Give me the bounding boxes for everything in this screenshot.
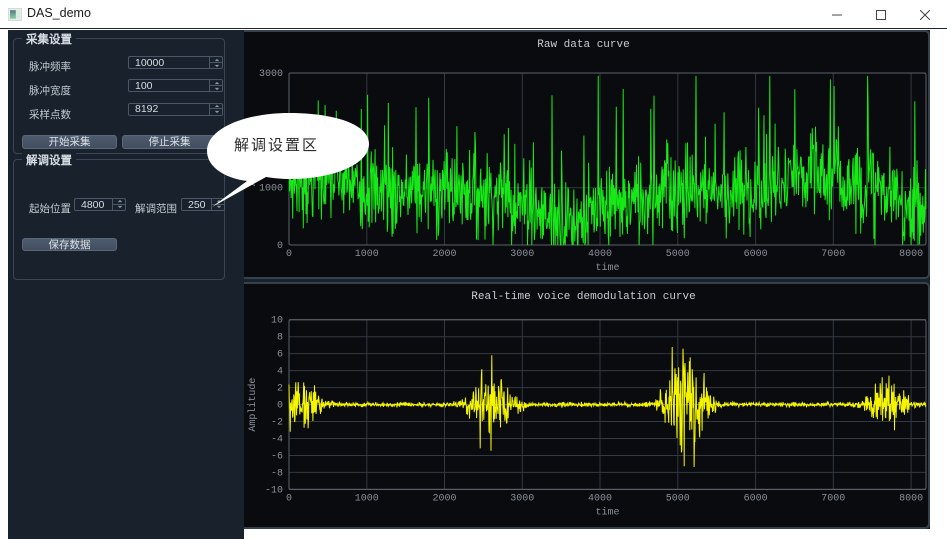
svg-text:Amplitude: Amplitude: [247, 378, 259, 432]
svg-text:2000: 2000: [432, 493, 456, 504]
svg-text:1000: 1000: [355, 249, 379, 260]
svg-text:4000: 4000: [588, 249, 612, 260]
svg-text:2000: 2000: [432, 249, 456, 260]
svg-text:time: time: [595, 262, 619, 274]
svg-text:2: 2: [277, 384, 283, 395]
svg-text:-8: -8: [271, 468, 283, 479]
svg-text:10: 10: [271, 316, 283, 327]
svg-text:4: 4: [277, 367, 283, 378]
svg-text:7000: 7000: [821, 493, 845, 504]
svg-text:5000: 5000: [666, 249, 690, 260]
svg-text:-6: -6: [271, 452, 283, 463]
svg-text:time: time: [595, 506, 619, 518]
svg-text:0: 0: [286, 493, 292, 504]
svg-text:8: 8: [277, 333, 283, 344]
svg-text:3000: 3000: [510, 493, 534, 504]
svg-text:1000: 1000: [355, 493, 379, 504]
svg-text:-4: -4: [271, 435, 283, 446]
svg-text:5000: 5000: [666, 493, 690, 504]
svg-text:8000: 8000: [899, 493, 923, 504]
svg-text:6000: 6000: [744, 493, 768, 504]
svg-text:3000: 3000: [510, 249, 534, 260]
svg-text:7000: 7000: [821, 249, 845, 260]
svg-text:-10: -10: [265, 485, 283, 496]
svg-text:8000: 8000: [899, 249, 923, 260]
svg-text:4000: 4000: [588, 493, 612, 504]
svg-text:0: 0: [286, 249, 292, 260]
svg-text:3000: 3000: [259, 69, 283, 80]
svg-text:0: 0: [277, 241, 283, 252]
svg-text:6000: 6000: [744, 249, 768, 260]
svg-text:-2: -2: [271, 418, 283, 429]
svg-text:6: 6: [277, 350, 283, 361]
svg-text:0: 0: [277, 401, 283, 412]
